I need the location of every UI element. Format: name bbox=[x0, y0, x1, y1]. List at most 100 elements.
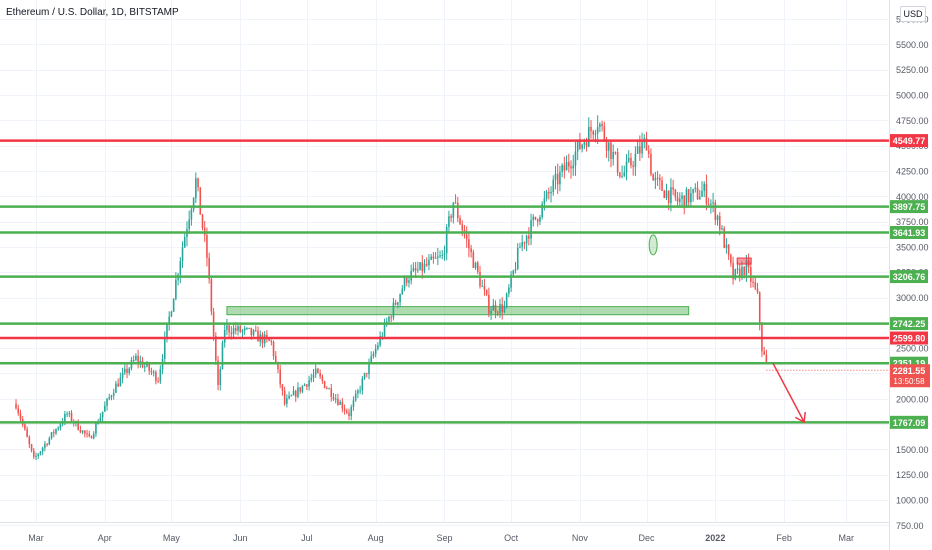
candle-body bbox=[483, 285, 486, 290]
level-label: 4549.77 bbox=[893, 136, 926, 146]
candle-body bbox=[343, 408, 346, 411]
candle-body bbox=[26, 429, 28, 438]
time-axis[interactable]: Mar Apr May Jun Jul Aug Sep Oct Nov Dec 2022 Feb Mar bbox=[28, 533, 854, 543]
candle-body bbox=[494, 304, 497, 313]
candle-body bbox=[743, 266, 745, 276]
candle-body bbox=[321, 376, 324, 382]
candle-body bbox=[616, 152, 619, 173]
candle-body bbox=[401, 288, 404, 295]
candle-body bbox=[599, 124, 601, 128]
price-tick-label: 5500.00 bbox=[896, 40, 929, 50]
candle-body bbox=[572, 165, 575, 169]
candle-body bbox=[421, 262, 424, 272]
candle-body bbox=[674, 189, 677, 198]
candle-body bbox=[312, 374, 315, 378]
candle-body bbox=[548, 191, 550, 194]
projection-arrow-line bbox=[772, 362, 805, 423]
candle-body bbox=[341, 401, 344, 409]
candle-body bbox=[490, 310, 492, 314]
horizontal-levels[interactable] bbox=[0, 139, 889, 424]
candle-body bbox=[317, 368, 319, 374]
candle-body bbox=[339, 401, 341, 405]
candle-body bbox=[621, 175, 623, 177]
candle-body bbox=[439, 255, 441, 257]
candle-body bbox=[685, 189, 688, 208]
candle-body bbox=[434, 257, 437, 259]
candle-body bbox=[701, 190, 703, 197]
candle-body bbox=[64, 413, 66, 423]
candle-body bbox=[270, 340, 273, 342]
candle-body bbox=[32, 450, 35, 457]
candle-body bbox=[514, 268, 517, 271]
candle-body bbox=[741, 266, 743, 278]
candle-body bbox=[19, 413, 22, 420]
candle-body bbox=[246, 327, 248, 329]
candle-body bbox=[192, 197, 195, 210]
candle-body bbox=[474, 262, 477, 268]
candle-body bbox=[501, 304, 503, 313]
candle-body bbox=[561, 165, 563, 172]
candle-body bbox=[299, 387, 301, 392]
candle-body bbox=[241, 330, 244, 332]
candle-body bbox=[166, 324, 168, 338]
candle-body bbox=[388, 316, 390, 322]
candle-body bbox=[536, 219, 539, 222]
candle-body bbox=[326, 387, 328, 389]
candle-body bbox=[363, 372, 366, 379]
candle-body bbox=[457, 203, 459, 218]
candle-body bbox=[508, 287, 510, 294]
candle-body bbox=[328, 388, 330, 390]
candle-body bbox=[707, 203, 710, 205]
candle-body bbox=[268, 337, 270, 341]
candle-body bbox=[528, 235, 530, 239]
candle-body bbox=[734, 268, 737, 280]
candle-body bbox=[654, 177, 657, 181]
candle-body bbox=[334, 398, 337, 400]
candle-body bbox=[539, 217, 541, 222]
currency-button[interactable]: USD bbox=[900, 6, 926, 22]
candle-body bbox=[465, 234, 468, 240]
candle-body bbox=[188, 219, 190, 230]
candle-body bbox=[132, 359, 135, 361]
candle-body bbox=[587, 126, 590, 147]
candle-body bbox=[630, 157, 632, 166]
candle-body bbox=[319, 373, 321, 377]
candle-body bbox=[623, 172, 626, 176]
candle-body bbox=[605, 139, 608, 151]
candle-body bbox=[408, 280, 410, 283]
candle-body bbox=[437, 256, 439, 258]
candle-body bbox=[592, 131, 595, 135]
price-tick-label: 4750.00 bbox=[896, 116, 929, 126]
candle-body bbox=[294, 390, 297, 397]
candle-body bbox=[254, 330, 257, 332]
candle-body bbox=[330, 388, 333, 398]
candle-body bbox=[676, 197, 679, 202]
candle-body bbox=[718, 215, 721, 230]
candle-body bbox=[24, 424, 26, 430]
candle-body bbox=[425, 263, 428, 266]
candle-body bbox=[137, 355, 139, 363]
time-tick-label: 2022 bbox=[705, 533, 725, 543]
candle-body bbox=[370, 356, 373, 363]
candle-body bbox=[350, 407, 353, 417]
candle-body bbox=[430, 256, 432, 260]
candle-body bbox=[414, 268, 417, 271]
candle-body bbox=[219, 369, 222, 385]
candle-body bbox=[361, 378, 364, 391]
level-tag-2742.25 bbox=[890, 317, 928, 331]
candle-body bbox=[559, 171, 561, 185]
candle-body bbox=[727, 244, 730, 255]
candle-body bbox=[197, 178, 199, 188]
candle-body bbox=[143, 366, 146, 368]
candle-body bbox=[570, 166, 572, 169]
candle-body bbox=[656, 177, 659, 179]
level-tag-4549.77 bbox=[890, 134, 928, 148]
candle-body bbox=[135, 355, 137, 360]
candle-body bbox=[121, 372, 124, 378]
price-axis-level-labels: 4549.77 3897.75 3641.93 3206.76 2742.25 2599.… bbox=[890, 134, 930, 429]
consolidation-zone bbox=[226, 306, 690, 316]
candle-body bbox=[392, 302, 395, 318]
last-price-label: 2281.55 bbox=[893, 366, 926, 376]
candle-body bbox=[530, 220, 532, 239]
